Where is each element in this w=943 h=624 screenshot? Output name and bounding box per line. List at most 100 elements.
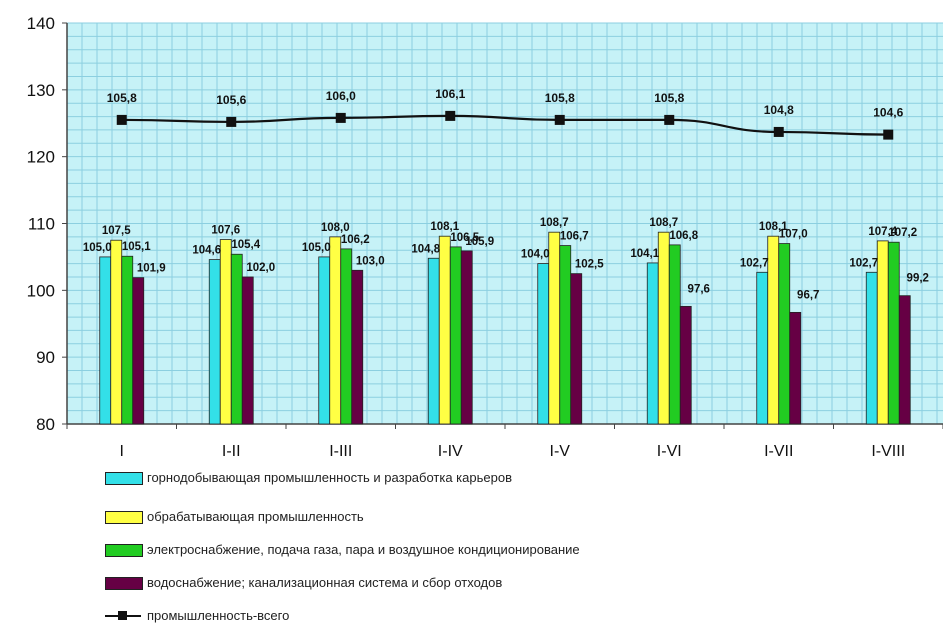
bar-data-label: 105,0 [83, 242, 112, 254]
legend-label-total: промышленность-всего [147, 608, 290, 623]
bar [99, 256, 112, 425]
bar [460, 250, 473, 425]
bar [548, 231, 561, 425]
x-tick-label: I-IV [438, 443, 463, 460]
x-tick-label: I-V [550, 443, 571, 460]
bar-data-label: 104,0 [521, 249, 550, 261]
bar-data-label: 96,7 [797, 289, 819, 301]
bar-data-label: 103,0 [356, 255, 385, 267]
bar-data-label: 105,0 [302, 242, 331, 254]
x-tick-label: I-VIII [871, 443, 905, 460]
legend-swatch-total [105, 611, 141, 620]
y-tick-label: 90 [36, 348, 55, 367]
bar [318, 256, 331, 425]
bar-data-label: 102,7 [849, 257, 878, 269]
bar [767, 235, 780, 425]
bar [570, 273, 583, 425]
legend-label-energy: электроснабжение, подача газа, пара и во… [147, 542, 580, 557]
bar-data-label: 107,5 [102, 225, 131, 237]
bar [427, 257, 440, 425]
bar-data-label: 102,0 [246, 262, 275, 274]
y-tick-label: 140 [27, 14, 55, 33]
bar [646, 262, 659, 425]
y-tick-label: 130 [27, 81, 55, 100]
bar-data-label: 108,1 [759, 221, 788, 233]
legend-swatch-manufacturing [105, 511, 143, 524]
bar-data-label: 101,9 [137, 263, 166, 275]
bar-data-label: 108,1 [430, 221, 459, 233]
line-point [116, 114, 127, 125]
legend-label-mining: горнодобывающая промышленность и разрабо… [147, 470, 512, 485]
x-tick-label: I-III [329, 443, 352, 460]
bar-data-label: 108,7 [540, 217, 569, 229]
legend-label-water: водоснабжение; канализационная система и… [147, 575, 503, 590]
x-tick-label: I [120, 443, 124, 460]
bar [449, 246, 462, 425]
bar [778, 243, 791, 425]
bar-data-label: 102,7 [740, 257, 769, 269]
bar [110, 239, 123, 425]
bar [876, 240, 889, 425]
bar [438, 235, 451, 425]
line-data-label: 105,8 [107, 91, 137, 105]
bar [657, 231, 670, 425]
bar [789, 311, 802, 425]
bar [887, 241, 900, 425]
line-data-label: 106,1 [435, 87, 465, 101]
bar [668, 244, 681, 425]
bar [865, 271, 878, 425]
bar [679, 305, 692, 425]
legend-swatch-mining [105, 472, 143, 485]
bar [241, 276, 254, 425]
bar-data-label: 106,2 [341, 234, 370, 246]
bar-data-label: 105,4 [231, 239, 260, 251]
bar-data-label: 102,5 [575, 259, 604, 271]
bar-data-label: 104,1 [630, 248, 659, 260]
bar [351, 269, 364, 425]
line-data-label: 104,6 [873, 106, 903, 120]
chart: 80 90 100 110 120 130 140 I I-II I-III I-IV I-V I-VI… [27, 14, 943, 460]
line-point [554, 114, 565, 125]
line-point [226, 116, 237, 127]
line-series-total [121, 114, 889, 136]
legend-swatch-energy [105, 544, 143, 557]
line-data-label: 104,8 [764, 103, 794, 117]
line-point [445, 110, 456, 121]
bar-data-label: 108,0 [321, 222, 350, 234]
x-tick-label: I-II [222, 443, 241, 460]
bar-data-label: 104,8 [411, 243, 440, 255]
y-tick-label: 110 [28, 215, 55, 234]
line-data-label: 105,8 [545, 91, 575, 105]
bar [340, 248, 353, 425]
bar-data-label: 106,8 [669, 230, 698, 242]
bar [208, 259, 221, 425]
legend-label-manufacturing: обрабатывающая промышленность [147, 509, 364, 524]
line-point [773, 126, 784, 137]
bar-data-label: 107,0 [779, 229, 808, 241]
y-tick-label: 80 [36, 415, 55, 434]
line-data-label: 105,6 [216, 93, 246, 107]
bar [559, 245, 572, 425]
line-point [335, 112, 346, 123]
bar [537, 263, 550, 425]
bar-data-label: 105,9 [465, 236, 494, 248]
bar [230, 253, 243, 425]
line-point [664, 114, 675, 125]
bar-data-label: 97,6 [688, 283, 710, 295]
bar-data-label: 99,2 [907, 273, 929, 285]
bar-data-label: 107,4 [868, 226, 897, 238]
bar-data-label: 106,7 [560, 231, 589, 243]
x-tick-label: I-VI [657, 443, 682, 460]
line-data-label: 105,8 [654, 91, 684, 105]
y-tick-label: 120 [27, 148, 55, 167]
bar [898, 295, 911, 425]
line-data-label: 106,0 [326, 89, 356, 103]
bar-data-label: 106,5 [450, 232, 479, 244]
bar-data-label: 104,6 [192, 245, 221, 257]
bar-data-label: 107,2 [888, 227, 917, 239]
bar [329, 236, 342, 425]
bar [219, 239, 232, 425]
x-tick-label: I-VII [764, 443, 793, 460]
bar-data-label: 107,6 [211, 225, 240, 237]
legend-swatch-water [105, 577, 143, 590]
